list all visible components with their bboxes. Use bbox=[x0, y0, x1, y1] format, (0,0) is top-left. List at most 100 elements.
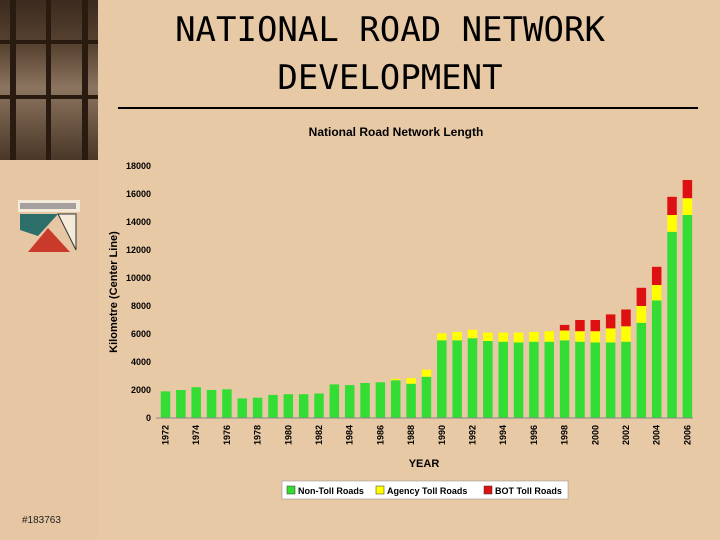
bar-agency-toll bbox=[559, 330, 570, 341]
bar-non-toll bbox=[421, 376, 432, 418]
bar-agency-toll bbox=[651, 285, 662, 301]
header-photo bbox=[0, 0, 98, 160]
bar-non-toll bbox=[298, 394, 309, 418]
chart-title: National Road Network Length bbox=[309, 125, 484, 139]
bar-non-toll bbox=[222, 389, 232, 418]
title-divider bbox=[118, 107, 698, 109]
bar-agency-toll bbox=[667, 215, 677, 232]
bar-non-toll bbox=[467, 338, 478, 418]
highway-authority-logo bbox=[18, 200, 80, 252]
slide-title: NATIONAL ROAD NETWORK DEVELOPMENT bbox=[100, 6, 680, 102]
bar-non-toll bbox=[314, 393, 324, 418]
x-tick-label: 1988 bbox=[406, 425, 416, 445]
bar-non-toll bbox=[529, 341, 539, 418]
bar-non-toll bbox=[160, 391, 171, 418]
legend-swatch bbox=[483, 485, 493, 495]
bar-agency-toll bbox=[498, 332, 508, 342]
bar-non-toll bbox=[206, 390, 217, 418]
bar-non-toll bbox=[437, 340, 447, 418]
x-tick-label: 1972 bbox=[161, 425, 171, 445]
x-tick-label: 2004 bbox=[652, 425, 662, 445]
bar-non-toll bbox=[252, 397, 263, 418]
bar-non-toll bbox=[268, 394, 278, 418]
bar-agency-toll bbox=[452, 331, 462, 341]
bar-series bbox=[160, 180, 693, 418]
bar-non-toll bbox=[575, 341, 585, 418]
bar-non-toll bbox=[283, 394, 294, 418]
y-tick-label: 0 bbox=[146, 413, 151, 423]
bar-agency-toll bbox=[636, 306, 647, 323]
chart-legend: Non-Toll Roads Agency Toll Roads BOT Toll … bbox=[281, 480, 569, 500]
bar-non-toll bbox=[590, 342, 601, 418]
bar-non-toll bbox=[682, 215, 693, 418]
x-tick-label: 2000 bbox=[590, 425, 600, 445]
bar-non-toll bbox=[452, 340, 462, 418]
y-axis-ticks: 0 2000 4000 6000 8000 10000 12000 14000 16000 180… bbox=[126, 161, 151, 423]
bar-bot-toll bbox=[559, 324, 570, 331]
y-tick-label: 4000 bbox=[131, 357, 151, 367]
x-tick-label: 1994 bbox=[498, 425, 508, 445]
bar-non-toll bbox=[544, 341, 554, 418]
x-tick-label: 1998 bbox=[560, 425, 570, 445]
x-tick-label: 1982 bbox=[314, 425, 324, 445]
bar-non-toll bbox=[176, 390, 186, 418]
bar-bot-toll bbox=[621, 309, 631, 327]
bar-non-toll bbox=[667, 231, 677, 418]
bar-bot-toll bbox=[667, 196, 677, 215]
x-tick-label: 2006 bbox=[682, 425, 692, 445]
bar-bot-toll bbox=[605, 314, 616, 329]
legend-swatch bbox=[286, 485, 296, 495]
x-tick-label: 2002 bbox=[621, 425, 631, 445]
bar-non-toll bbox=[191, 387, 201, 418]
bar-bot-toll bbox=[636, 287, 647, 306]
bar-non-toll bbox=[621, 341, 631, 418]
x-axis-label: YEAR bbox=[409, 458, 440, 470]
legend-label: BOT Toll Roads bbox=[495, 486, 562, 496]
bar-bot-toll bbox=[575, 320, 585, 332]
slide-title-line2: DEVELOPMENT bbox=[277, 58, 503, 98]
bar-non-toll bbox=[391, 380, 401, 418]
bar-agency-toll bbox=[575, 331, 585, 342]
x-tick-label: 1990 bbox=[437, 425, 447, 445]
bar-agency-toll bbox=[621, 326, 631, 342]
x-tick-label: 1976 bbox=[222, 425, 232, 445]
y-tick-label: 10000 bbox=[126, 273, 151, 283]
x-tick-label: 1980 bbox=[283, 425, 293, 445]
bar-agency-toll bbox=[529, 331, 539, 342]
x-axis-ticks: 1972 1974 1976 1978 1980 1982 1984 1986 1988 1990… bbox=[161, 425, 693, 445]
y-tick-label: 8000 bbox=[131, 301, 151, 311]
slide-number: #183763 bbox=[22, 515, 61, 526]
bar-agency-toll bbox=[483, 332, 493, 341]
x-tick-label: 1978 bbox=[253, 425, 263, 445]
bar-non-toll bbox=[483, 341, 493, 418]
legend-label: Agency Toll Roads bbox=[387, 486, 467, 496]
bar-agency-toll bbox=[467, 329, 478, 339]
y-axis-label: Kilometre (Center Line) bbox=[108, 231, 120, 353]
bar-non-toll bbox=[605, 342, 616, 418]
slide-title-line1: NATIONAL ROAD NETWORK bbox=[175, 10, 605, 50]
bar-agency-toll bbox=[544, 331, 554, 342]
bar-agency-toll bbox=[513, 332, 524, 343]
bar-agency-toll bbox=[421, 369, 432, 377]
bar-bot-toll bbox=[590, 320, 601, 332]
bar-agency-toll bbox=[391, 378, 401, 381]
bar-non-toll bbox=[513, 342, 524, 418]
x-tick-label: 1992 bbox=[468, 425, 478, 445]
x-tick-label: 1986 bbox=[375, 425, 385, 445]
bar-non-toll bbox=[636, 322, 647, 418]
bar-non-toll bbox=[237, 398, 247, 418]
bar-bot-toll bbox=[682, 180, 693, 199]
bar-agency-toll bbox=[406, 378, 416, 384]
bar-non-toll bbox=[651, 300, 662, 418]
x-tick-label: 1996 bbox=[529, 425, 539, 445]
y-tick-label: 14000 bbox=[126, 217, 151, 227]
legend-label: Non-Toll Roads bbox=[298, 486, 364, 496]
bar-non-toll bbox=[329, 384, 340, 418]
bar-agency-toll bbox=[682, 198, 693, 215]
bar-agency-toll bbox=[590, 331, 601, 343]
bar-bot-toll bbox=[651, 266, 662, 285]
bar-agency-toll bbox=[605, 328, 616, 343]
y-tick-label: 6000 bbox=[131, 329, 151, 339]
y-tick-label: 12000 bbox=[126, 245, 151, 255]
